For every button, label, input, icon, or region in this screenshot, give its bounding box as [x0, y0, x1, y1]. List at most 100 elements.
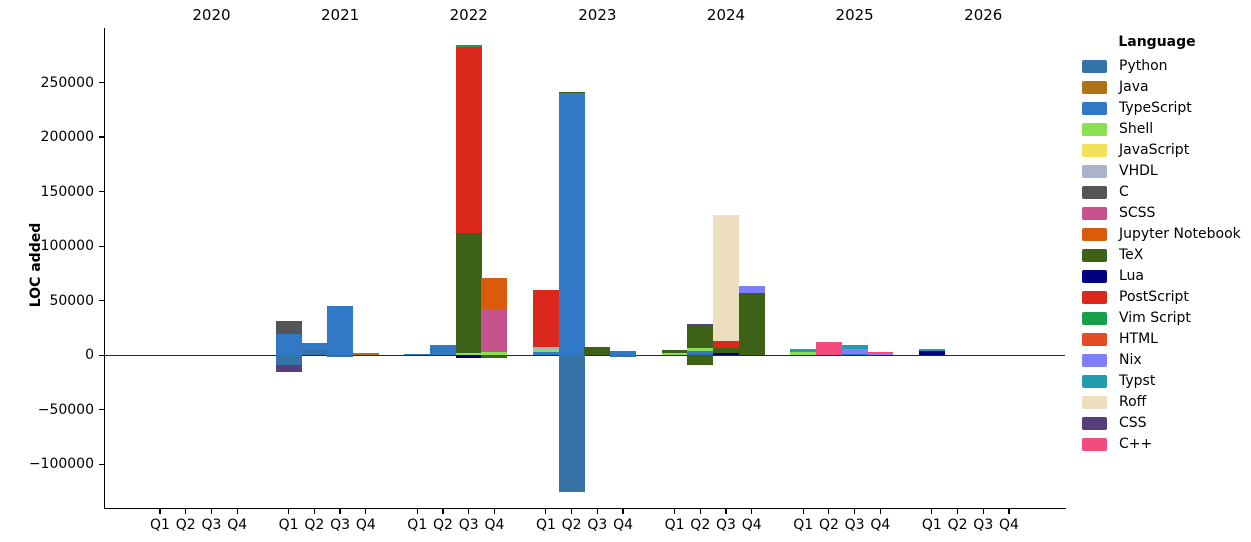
- x-tick-label: Q4: [484, 517, 505, 533]
- bar-segment: [301, 343, 328, 350]
- bar-segment: [532, 289, 559, 347]
- bar-segment: [713, 347, 739, 354]
- x-tick-mark: [725, 509, 727, 514]
- x-tick-label: Q2: [561, 517, 582, 533]
- legend-row: Python: [1082, 56, 1251, 77]
- legend-label: C++: [1119, 436, 1153, 452]
- y-tick-label: 50000: [49, 292, 94, 309]
- legend-row: SCSS: [1082, 203, 1251, 224]
- y-tick-label: 0: [85, 347, 94, 364]
- x-tick-mark: [854, 509, 856, 514]
- year-label: 2021: [320, 6, 360, 24]
- x-tick-mark: [802, 509, 804, 514]
- y-tick-label: 150000: [40, 183, 94, 200]
- bar-segment: [327, 306, 354, 356]
- x-axis-spine: [104, 508, 1066, 510]
- x-tick-mark: [828, 509, 830, 514]
- legend-swatch: [1082, 396, 1107, 409]
- bar-segment: [327, 355, 354, 357]
- legend-row: JavaScript: [1082, 140, 1251, 161]
- bar-segment: [455, 353, 482, 356]
- bar-segment: [275, 321, 302, 334]
- legend-swatch: [1082, 438, 1107, 451]
- legend-label: Jupyter Notebook: [1119, 226, 1241, 242]
- x-tick-mark: [442, 509, 444, 514]
- bar-segment: [275, 365, 302, 372]
- legend-label: PostScript: [1119, 289, 1189, 305]
- legend-entries: Python Java TypeScript Shell JavaScript VHDL C…: [1082, 56, 1251, 455]
- legend: Language Python Java TypeScript Shell JavaSc…: [1082, 34, 1251, 455]
- bar-segment: [790, 351, 817, 356]
- legend-row: Typst: [1082, 371, 1251, 392]
- x-tick-mark: [288, 509, 290, 514]
- legend-label: Java: [1119, 79, 1149, 95]
- y-tick-label: 250000: [40, 74, 94, 91]
- x-tick-mark: [545, 509, 547, 514]
- bar-segment: [790, 349, 817, 352]
- bar-segment: [713, 341, 739, 348]
- legend-label: TypeScript: [1119, 100, 1192, 116]
- x-tick-label: Q3: [973, 517, 994, 533]
- legend-label: SCSS: [1119, 205, 1156, 221]
- bar-segment: [481, 355, 508, 359]
- bar-segment: [481, 310, 508, 352]
- legend-swatch: [1082, 375, 1107, 388]
- bar-segment: [455, 44, 482, 47]
- x-tick-mark: [185, 509, 187, 514]
- legend-row: TypeScript: [1082, 98, 1251, 119]
- x-tick-label: Q1: [535, 517, 556, 533]
- x-tick-label: Q4: [355, 517, 376, 533]
- year-label: 2023: [578, 6, 617, 24]
- bar-segment: [352, 352, 379, 356]
- x-tick-mark: [339, 509, 341, 514]
- x-tick-mark: [956, 509, 959, 514]
- y-tick-mark: [99, 463, 104, 465]
- legend-label: Shell: [1119, 121, 1154, 137]
- x-tick-mark: [416, 509, 418, 514]
- x-tick-label: Q2: [175, 517, 196, 533]
- legend-row: Roff: [1082, 392, 1251, 413]
- x-tick-mark: [210, 509, 213, 514]
- x-tick-label: Q4: [613, 517, 634, 533]
- bar-segment: [867, 352, 894, 353]
- legend-swatch: [1082, 354, 1107, 367]
- legend-swatch: [1082, 249, 1107, 262]
- bar-segment: [532, 352, 559, 356]
- bar-segment: [558, 355, 585, 493]
- x-tick-label: Q2: [690, 517, 711, 533]
- bar-segment: [610, 355, 637, 358]
- y-tick-mark: [99, 136, 104, 138]
- y-tick-label: −100000: [28, 456, 94, 473]
- legend-label: VHDL: [1119, 163, 1158, 179]
- x-tick-mark: [699, 509, 701, 514]
- x-tick-label: Q4: [227, 517, 248, 533]
- legend-swatch: [1082, 165, 1107, 178]
- bar-segment: [610, 350, 637, 356]
- bar-segment: [713, 353, 739, 356]
- bar-segment: [661, 353, 688, 356]
- legend-label: Vim Script: [1119, 310, 1191, 326]
- bar-segment: [430, 344, 456, 356]
- y-tick-label: −50000: [37, 401, 94, 418]
- bar-segment: [455, 46, 482, 234]
- x-tick-label: Q1: [150, 517, 170, 533]
- x-tick-mark: [493, 509, 496, 514]
- bar-segment: [918, 348, 945, 352]
- y-tick-mark: [99, 409, 104, 411]
- x-tick-label: Q1: [793, 517, 814, 533]
- legend-swatch: [1082, 417, 1107, 430]
- bar-segment: [532, 348, 559, 353]
- x-tick-mark: [468, 509, 470, 514]
- bar-segment: [841, 344, 868, 349]
- x-tick-mark: [571, 509, 573, 514]
- x-tick-label: Q2: [947, 517, 968, 533]
- x-tick-mark: [673, 509, 676, 514]
- legend-label: CSS: [1119, 415, 1147, 431]
- legend-row: Vim Script: [1082, 308, 1251, 329]
- bar-segment: [275, 355, 302, 366]
- bar-segment: [584, 347, 611, 356]
- bar-segment: [532, 346, 559, 349]
- x-tick-mark: [365, 509, 367, 514]
- x-tick-label: Q4: [999, 517, 1019, 533]
